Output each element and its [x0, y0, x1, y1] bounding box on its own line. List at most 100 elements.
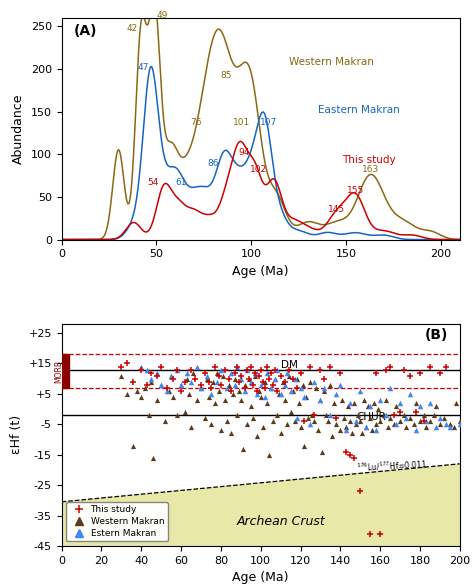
Point — [348, 429, 356, 438]
Point — [281, 377, 288, 386]
Point — [181, 407, 189, 417]
Point — [450, 423, 457, 432]
Point — [307, 420, 314, 429]
Point — [297, 383, 304, 393]
Point — [187, 423, 195, 432]
Point — [251, 371, 258, 380]
Point — [343, 423, 350, 432]
Point — [376, 529, 384, 538]
Text: Western Makran: Western Makran — [289, 56, 374, 66]
Point — [217, 380, 225, 389]
Point — [400, 410, 408, 420]
Text: DM: DM — [281, 360, 298, 370]
Text: 94: 94 — [238, 148, 249, 157]
Point — [285, 371, 292, 380]
Point — [169, 374, 177, 383]
Point — [384, 423, 392, 432]
Point — [297, 423, 304, 432]
Point — [243, 365, 251, 375]
Point — [289, 386, 296, 396]
Point — [410, 420, 418, 429]
Point — [129, 441, 137, 450]
Bar — [62, 355, 69, 388]
Point — [291, 417, 298, 426]
Point — [167, 371, 175, 380]
Point — [309, 410, 316, 420]
Point — [205, 392, 213, 402]
Point — [305, 413, 312, 423]
Legend: This study, Western Makran, Estern Makran: This study, Western Makran, Estern Makra… — [66, 502, 168, 541]
Point — [273, 386, 281, 396]
Point — [137, 362, 145, 371]
Point — [193, 395, 201, 404]
Point — [346, 450, 354, 460]
Point — [432, 402, 440, 411]
Point — [320, 374, 328, 383]
Point — [420, 417, 428, 426]
Point — [317, 365, 324, 375]
Point — [177, 386, 185, 396]
Point — [197, 383, 205, 393]
X-axis label: Age (Ma): Age (Ma) — [232, 265, 289, 278]
Point — [366, 402, 374, 411]
Point — [383, 395, 390, 404]
Point — [452, 399, 460, 408]
Point — [219, 371, 227, 380]
Point — [396, 407, 404, 417]
Point — [333, 413, 340, 423]
Text: 54: 54 — [147, 178, 158, 187]
Text: Archean Crust: Archean Crust — [236, 515, 325, 528]
Point — [337, 426, 344, 435]
Point — [396, 417, 404, 426]
Point — [289, 374, 296, 383]
Point — [265, 450, 273, 460]
Text: 155: 155 — [347, 187, 364, 195]
Point — [360, 395, 368, 404]
Point — [237, 374, 245, 383]
Point — [412, 407, 420, 417]
Point — [154, 368, 161, 377]
Point — [243, 365, 251, 375]
Point — [327, 362, 334, 371]
Point — [307, 377, 314, 386]
Point — [124, 359, 131, 368]
Point — [221, 395, 228, 404]
Point — [358, 429, 366, 438]
Point — [249, 380, 256, 389]
Point — [285, 365, 292, 375]
Point — [241, 386, 248, 396]
Point — [337, 368, 344, 377]
Point — [185, 389, 193, 399]
Text: 42: 42 — [126, 24, 137, 33]
Point — [231, 368, 238, 377]
Point — [118, 362, 125, 371]
Point — [207, 420, 215, 429]
Point — [247, 362, 255, 371]
Point — [187, 365, 195, 375]
Point — [157, 362, 165, 371]
Point — [263, 362, 271, 371]
Point — [327, 410, 334, 420]
Point — [333, 420, 340, 429]
Text: 47: 47 — [137, 63, 149, 72]
Point — [263, 399, 271, 408]
Point — [209, 377, 217, 386]
Point — [315, 426, 322, 435]
Point — [164, 383, 171, 393]
Point — [392, 420, 400, 429]
Point — [203, 371, 211, 380]
Point — [259, 423, 266, 432]
Point — [277, 371, 284, 380]
Point — [363, 423, 370, 432]
Point — [299, 380, 306, 389]
Point — [370, 399, 378, 408]
Point — [376, 395, 384, 404]
Point — [147, 368, 155, 377]
Point — [253, 386, 261, 396]
Point — [211, 362, 219, 371]
Point — [281, 395, 288, 404]
Point — [287, 407, 294, 417]
Point — [337, 380, 344, 389]
Point — [426, 362, 434, 371]
Point — [273, 365, 281, 375]
